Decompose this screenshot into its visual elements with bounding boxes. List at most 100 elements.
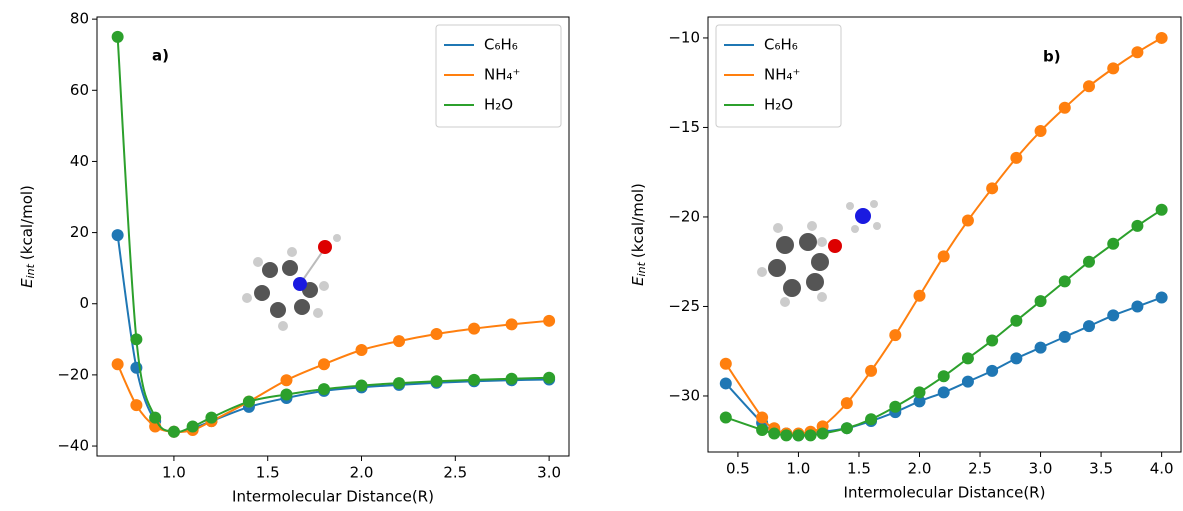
x-tick-label: 2.5	[443, 464, 467, 482]
data-point	[1107, 238, 1119, 250]
x-tick-label: 2.0	[908, 460, 932, 478]
data-point	[168, 426, 180, 438]
data-point	[431, 375, 443, 387]
data-point	[1035, 125, 1047, 137]
y-tick-label: −20	[668, 207, 700, 225]
y-tick-label: 0	[79, 294, 89, 312]
data-point	[506, 318, 518, 330]
data-point	[768, 428, 780, 440]
data-point	[938, 386, 950, 398]
x-axis-label: Intermolecular Distance(R)	[232, 488, 434, 506]
y-tick-label: −15	[668, 118, 700, 136]
y-axis-label: Eint(kcal/mol)	[18, 185, 38, 288]
data-point	[805, 429, 817, 441]
y-tick-label: −30	[668, 386, 700, 404]
data-point	[865, 365, 877, 377]
data-point	[889, 401, 901, 413]
x-tick-label: 1.0	[787, 460, 811, 478]
data-point	[792, 429, 804, 441]
data-point	[187, 420, 199, 432]
data-point	[130, 333, 142, 345]
legend-label: NH₄⁺	[484, 66, 520, 84]
data-point	[280, 374, 292, 386]
data-point	[1107, 309, 1119, 321]
data-point	[889, 329, 901, 341]
data-point	[1010, 152, 1022, 164]
figure: 1.01.52.02.53.0−40−20020406080Intermolec…	[0, 0, 1183, 511]
data-point	[1035, 295, 1047, 307]
data-point	[865, 413, 877, 425]
y-label-subscript: int	[635, 261, 648, 276]
series-line	[726, 298, 1162, 436]
data-point	[756, 424, 768, 436]
data-point	[1131, 300, 1143, 312]
data-point	[205, 412, 217, 424]
data-point	[986, 365, 998, 377]
legend-label: NH₄⁺	[764, 66, 800, 84]
data-point	[431, 328, 443, 340]
x-tick-label: 2.5	[968, 460, 992, 478]
legend-label: H₂O	[484, 96, 513, 114]
data-point	[986, 182, 998, 194]
data-point	[938, 250, 950, 262]
panel-label: b)	[1043, 48, 1061, 66]
data-point	[914, 386, 926, 398]
y-tick-label: 40	[70, 152, 89, 170]
y-label-unit: (kcal/mol)	[629, 183, 647, 258]
data-point	[1059, 275, 1071, 287]
x-tick-label: 1.5	[256, 464, 280, 482]
y-axis-label: Eint(kcal/mol)	[629, 183, 649, 286]
legend-label: C₆H₆	[764, 36, 798, 54]
x-tick-label: 2.0	[350, 464, 374, 482]
data-point	[393, 335, 405, 347]
data-point	[962, 352, 974, 364]
data-point	[112, 229, 124, 241]
y-tick-label: −40	[57, 437, 89, 455]
y-tick-label: −25	[668, 297, 700, 315]
data-point	[1010, 315, 1022, 327]
data-point	[841, 397, 853, 409]
data-point	[1059, 331, 1071, 343]
panel-label: a)	[152, 47, 169, 65]
data-point	[318, 383, 330, 395]
data-point	[356, 380, 368, 392]
data-point	[1010, 352, 1022, 364]
data-point	[1156, 204, 1168, 216]
data-point	[720, 411, 732, 423]
data-point	[780, 429, 792, 441]
data-point	[130, 399, 142, 411]
data-point	[506, 373, 518, 385]
data-point	[1156, 32, 1168, 44]
x-tick-label: 3.0	[537, 464, 561, 482]
molecule-a	[242, 234, 341, 331]
data-point	[720, 377, 732, 389]
y-label-subscript: int	[24, 263, 37, 278]
x-tick-label: 1.5	[847, 460, 871, 478]
data-point	[468, 374, 480, 386]
x-axis-label: Intermolecular Distance(R)	[844, 484, 1046, 502]
data-point	[393, 377, 405, 389]
y-tick-label: 60	[70, 81, 89, 99]
y-label-unit: (kcal/mol)	[18, 185, 36, 260]
data-point	[720, 358, 732, 370]
y-tick-label: −20	[57, 365, 89, 383]
data-point	[1083, 256, 1095, 268]
data-point	[318, 358, 330, 370]
legend-label: C₆H₆	[484, 36, 518, 54]
data-point	[962, 376, 974, 388]
series-line	[118, 321, 549, 432]
data-point	[1083, 320, 1095, 332]
data-point	[1131, 220, 1143, 232]
y-tick-label: 80	[70, 10, 89, 28]
x-tick-label: 4.0	[1150, 460, 1174, 478]
data-point	[938, 370, 950, 382]
data-point	[543, 372, 555, 384]
series-line	[118, 235, 549, 432]
data-point	[468, 323, 480, 335]
data-point	[962, 215, 974, 227]
x-tick-label: 3.0	[1029, 460, 1053, 478]
y-tick-label: −10	[668, 28, 700, 46]
data-point	[112, 31, 124, 43]
data-point	[1083, 80, 1095, 92]
data-point	[841, 422, 853, 434]
